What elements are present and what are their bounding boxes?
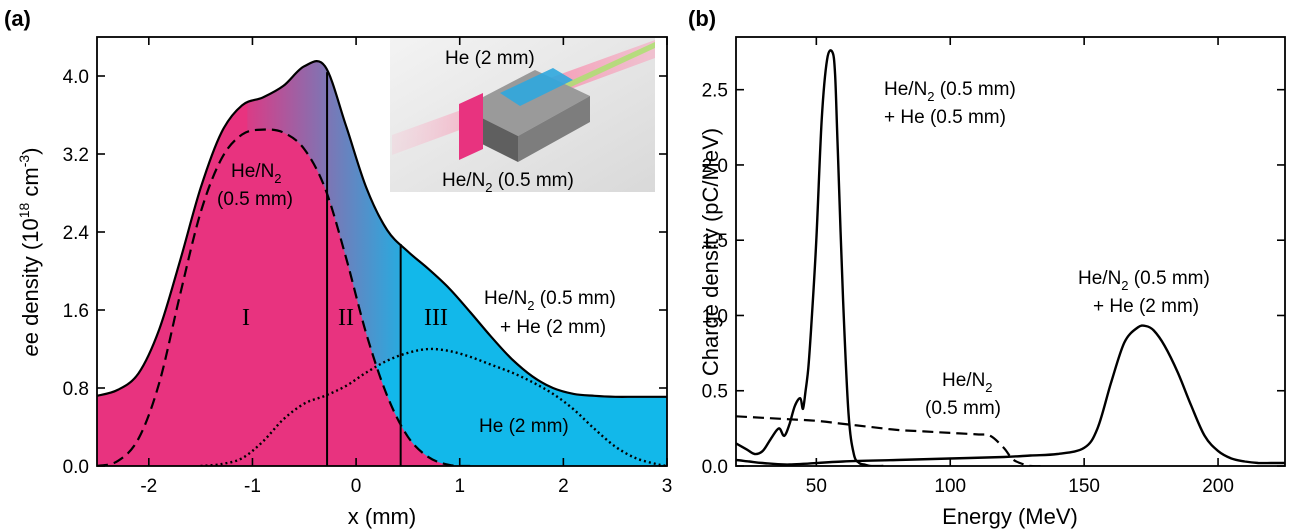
panel-a-plot-area bbox=[97, 60, 667, 466]
series-line-hen2 bbox=[97, 128, 471, 466]
small-target-annotation-line1: He/N2 (0.5 mm) bbox=[884, 79, 1016, 104]
y-tick-label: 1.6 bbox=[63, 301, 89, 322]
hen2-density-fill bbox=[97, 129, 471, 466]
region-label-ii: II bbox=[338, 305, 354, 331]
he-chamber-icon bbox=[500, 68, 573, 106]
panel-a-xlabel: x (mm) bbox=[348, 504, 416, 529]
panel-b-xticks: 50 100 150 200 bbox=[806, 37, 1234, 497]
series-line-hen2-he05 bbox=[736, 49, 884, 466]
cell-side bbox=[518, 96, 590, 162]
combo-annotation-line2: + He (2 mm) bbox=[500, 317, 606, 338]
panel-a-label: (a) bbox=[4, 6, 31, 31]
x-tick-label: 200 bbox=[1202, 476, 1234, 497]
x-tick-label: 2 bbox=[558, 476, 569, 497]
setup-inset: He (2 mm) He/N2 (0.5 mm) bbox=[390, 38, 655, 195]
panel-b-yticks: 0.0 0.5 1.0 1.5 2.0 2.5 bbox=[702, 81, 1285, 478]
y-tick-label: 2.4 bbox=[63, 223, 90, 244]
panel-b-label: (b) bbox=[688, 6, 716, 31]
x-tick-label: -1 bbox=[244, 476, 261, 497]
x-tick-label: 150 bbox=[1068, 476, 1100, 497]
region-label-i: I bbox=[242, 305, 250, 331]
y-tick-label: 2.5 bbox=[702, 81, 728, 102]
series-line-combined bbox=[97, 60, 667, 398]
he-annotation: He (2 mm) bbox=[479, 416, 569, 437]
panel-b-plot-area bbox=[736, 49, 1285, 466]
y-tick-label: 2.0 bbox=[702, 156, 728, 177]
y-tick-label: 1.0 bbox=[702, 306, 728, 327]
panel-a-xticks: -2 -1 0 1 2 3 bbox=[140, 37, 672, 497]
x-tick-label: 100 bbox=[934, 476, 966, 497]
big-target-annotation-line2: + He (2 mm) bbox=[1093, 296, 1199, 317]
inset-bottom-label: He/N2 (0.5 mm) bbox=[442, 170, 574, 195]
panel-b-ylabel: Charge density (pC/MeV) bbox=[698, 128, 723, 376]
panel-a-ylabel: ee density (1018 cm-3) bbox=[16, 147, 43, 356]
series-line-hen2 bbox=[736, 415, 1044, 466]
hen2-chamber-icon bbox=[459, 93, 483, 160]
panel-a-yticks: 0.0 0.8 1.6 2.4 3.2 4.0 bbox=[63, 67, 667, 478]
small-target-annotation-line2: + He (0.5 mm) bbox=[884, 107, 1006, 128]
x-tick-label: 50 bbox=[806, 476, 827, 497]
hen2-annotation-line1: He/N2 bbox=[231, 161, 282, 186]
y-tick-label: 4.0 bbox=[63, 67, 89, 88]
y-tick-label: 0.5 bbox=[702, 382, 728, 403]
combo-annotation-line1: He/N2 (0.5 mm) bbox=[484, 288, 616, 313]
y-tick-label: 0.0 bbox=[63, 457, 89, 478]
x-tick-label: 3 bbox=[662, 476, 673, 497]
series-line-hen2-he2 bbox=[736, 324, 1285, 466]
y-tick-label: 0.0 bbox=[702, 457, 728, 478]
inset-top-label: He (2 mm) bbox=[445, 48, 535, 69]
panel-b-frame bbox=[735, 36, 1286, 467]
x-tick-label: 0 bbox=[351, 476, 362, 497]
region-label-iii: III bbox=[424, 305, 448, 331]
panel-a-frame bbox=[96, 36, 668, 467]
hen2-annotation-line2: (0.5 mm) bbox=[217, 189, 293, 210]
panel-b-xlabel: Energy (MeV) bbox=[942, 504, 1078, 529]
y-tick-label: 3.2 bbox=[63, 145, 89, 166]
x-tick-label: 1 bbox=[454, 476, 465, 497]
mid-annotation-line1: He/N2 bbox=[942, 370, 993, 395]
y-tick-label: 0.8 bbox=[63, 379, 89, 400]
big-target-annotation-line1: He/N2 (0.5 mm) bbox=[1078, 268, 1210, 293]
mid-annotation-line2: (0.5 mm) bbox=[925, 398, 1001, 419]
y-tick-label: 1.5 bbox=[702, 231, 728, 252]
electron-beam bbox=[540, 42, 655, 99]
x-tick-label: -2 bbox=[140, 476, 157, 497]
